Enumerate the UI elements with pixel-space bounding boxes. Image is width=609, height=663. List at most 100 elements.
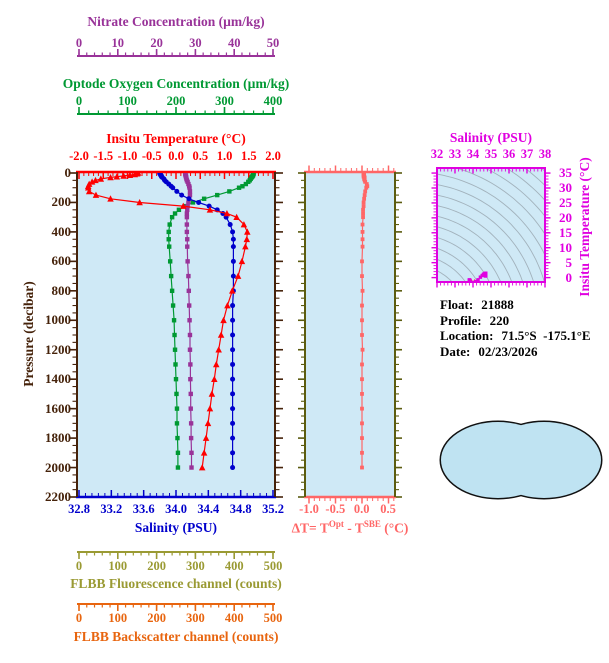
- tick-label: 0.0: [353, 502, 370, 516]
- tick-label: 33.2: [100, 502, 123, 516]
- tick-label: 200: [147, 611, 166, 625]
- tick-label: 34.0: [165, 502, 187, 516]
- tick-label: 0: [75, 36, 83, 50]
- tick-label: 100: [118, 94, 137, 108]
- tick-label: 500: [263, 611, 283, 625]
- tick-label: 1600: [45, 400, 71, 416]
- salinity-axis-title: Salinity (PSU): [134, 520, 218, 535]
- tick-label: 0: [75, 559, 83, 573]
- tick-label: 35: [559, 165, 572, 180]
- tick-label: 0.5: [192, 149, 209, 163]
- tick-label: 200: [166, 94, 186, 108]
- tick-label: 40: [227, 36, 241, 50]
- delta-t-label-sup-opt: Opt: [328, 519, 344, 529]
- tick-label: 33: [448, 147, 462, 161]
- tick-label: 35.2: [262, 502, 284, 516]
- tick-label: 15: [559, 224, 572, 240]
- tick-label: 300: [215, 94, 234, 108]
- tick-label: 34.8: [229, 502, 252, 516]
- tick-label: 2000: [45, 459, 71, 475]
- tick-label: -0.5: [141, 149, 162, 163]
- nitrate-axis-title: Nitrate Concentration (µm/kg): [87, 14, 265, 29]
- tick-label: 0: [565, 269, 573, 285]
- delta-t-axis-title: ΔT= TOpt - TSBE (°C): [280, 519, 420, 537]
- tick-label: 32: [430, 147, 444, 161]
- tick-label: 30: [189, 36, 202, 50]
- tick-label: 1.0: [216, 149, 233, 163]
- tick-label: 1000: [45, 312, 71, 328]
- tick-label: 34.4: [197, 502, 220, 516]
- tick-label: 5: [565, 254, 573, 270]
- tick-label: 2200: [45, 489, 71, 504]
- date-label: Date:: [440, 343, 471, 359]
- tick-label: 300: [186, 611, 205, 625]
- tick-label: 400: [51, 223, 72, 239]
- tick-label: 36: [502, 147, 516, 161]
- float-info-block: Float: 21888 Profile: 220 Location: 71.5°S …: [440, 297, 591, 361]
- tick-label: 0: [64, 165, 72, 180]
- tick-label: 100: [108, 559, 128, 573]
- date-value: 02/23/2026: [478, 343, 538, 359]
- tick-label: 500: [263, 559, 283, 573]
- tick-label: -2.0: [69, 149, 89, 163]
- tick-label: 33.6: [132, 502, 155, 516]
- location-value: 71.5°S -175.1°E: [501, 328, 591, 344]
- delta-t-label-mid: - T: [343, 520, 364, 536]
- tick-label: 34: [466, 147, 480, 161]
- tick-label: 200: [147, 559, 166, 573]
- pressure-axis-title: Pressure (decibar): [21, 281, 36, 387]
- tick-label: 1400: [45, 371, 71, 387]
- tick-label: 400: [224, 559, 244, 573]
- tick-label: 2.0: [265, 149, 281, 163]
- profile-label: Profile:: [440, 312, 482, 328]
- tick-label: 1.5: [240, 149, 257, 163]
- float-id-row: Float: 21888: [440, 297, 591, 312]
- tick-label: 25: [559, 194, 572, 210]
- tick-label: 30: [559, 179, 572, 195]
- tick-label: 0: [75, 94, 83, 108]
- tick-label: 1200: [45, 341, 71, 357]
- backscatter-axis-title: FLBB Backscatter channel (counts): [73, 629, 279, 644]
- tick-label: 10: [111, 36, 125, 50]
- tick-label: -1.0: [299, 502, 319, 516]
- oxygen-axis-title: Optode Oxygen Concentration (µm/kg): [62, 76, 290, 91]
- tick-label: 0: [75, 611, 83, 625]
- tick-label: 400: [224, 611, 244, 625]
- tick-label: 37: [520, 147, 534, 161]
- fluorescence-axis-title: FLBB Fluorescence channel (counts): [70, 576, 282, 591]
- tick-label: -1.0: [117, 149, 138, 163]
- tick-label: 600: [51, 253, 72, 269]
- tick-label: 20: [150, 36, 163, 50]
- tick-label: 200: [51, 194, 72, 210]
- ts-diagram-title: Salinity (PSU): [449, 130, 533, 145]
- ts-y-axis-title: Insitu Temperature (°C): [577, 157, 592, 297]
- tick-label: 0.0: [168, 149, 184, 163]
- date-row: Date: 02/23/2026: [440, 343, 591, 359]
- float-id-label: Float:: [440, 297, 474, 312]
- tick-label: 20: [559, 209, 572, 225]
- float-id-value: 21888: [481, 297, 514, 312]
- tick-label: 800: [51, 282, 72, 298]
- delta-t-label-pre: ΔT= T: [291, 520, 329, 536]
- delta-t-label-post: (°C): [380, 520, 409, 536]
- tick-label: 50: [266, 36, 280, 50]
- delta-t-label-sup-sbe: SBE: [363, 519, 381, 529]
- profile-row: Profile: 220: [440, 312, 591, 328]
- tick-label: 400: [263, 94, 283, 108]
- profile-value: 220: [489, 312, 510, 328]
- temperature-axis-title: Insitu Temperature (°C): [106, 131, 246, 146]
- location-label: Location:: [440, 328, 494, 344]
- tick-label: -1.5: [93, 149, 114, 163]
- tick-label: 32.8: [68, 502, 90, 516]
- tick-label: 10: [559, 239, 572, 255]
- tick-label: 38: [538, 147, 552, 161]
- tick-label: 100: [108, 611, 128, 625]
- location-row: Location: 71.5°S -175.1°E: [440, 328, 591, 344]
- tick-label: -0.5: [325, 502, 346, 516]
- tick-label: 1800: [45, 430, 71, 446]
- tick-label: 300: [186, 559, 205, 573]
- tick-label: 35: [484, 147, 498, 161]
- tick-label: 0.5: [380, 502, 396, 516]
